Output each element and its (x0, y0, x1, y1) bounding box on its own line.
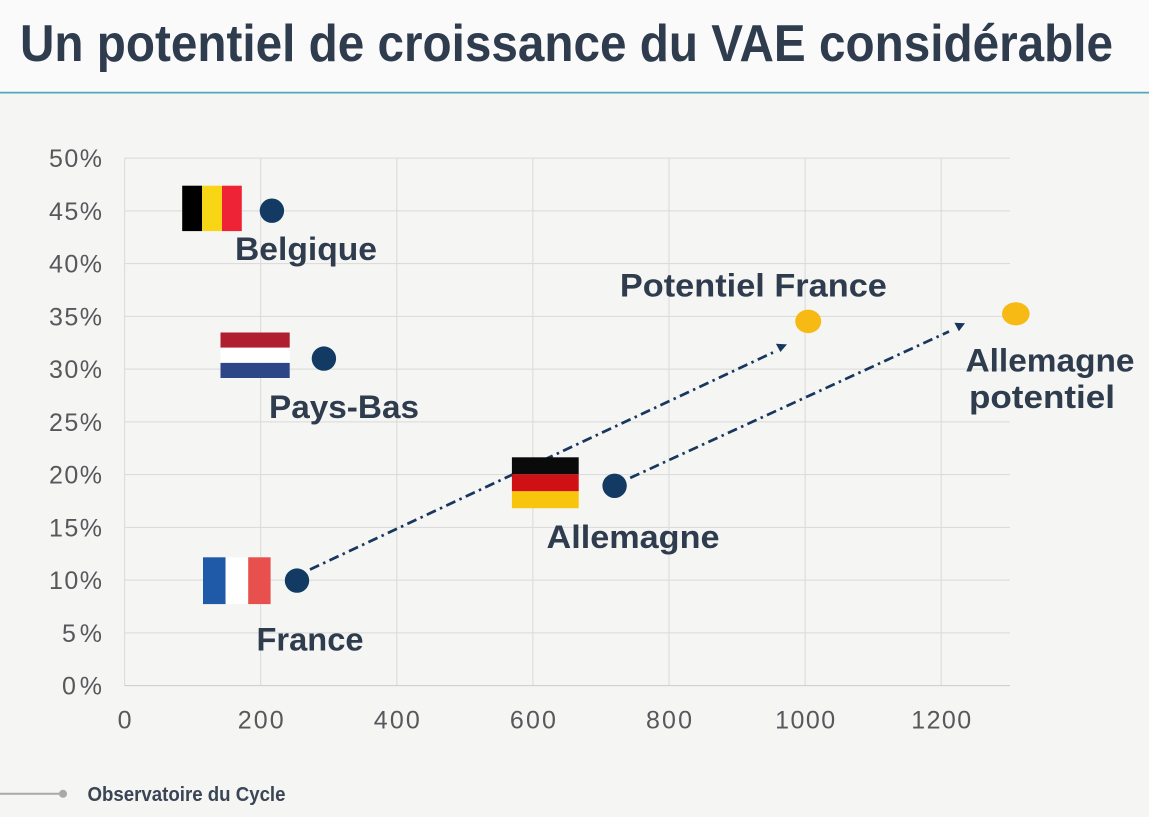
svg-text:Allemagne: Allemagne (547, 519, 720, 555)
svg-text:600: 600 (510, 707, 556, 735)
svg-text:25%: 25% (49, 409, 102, 437)
svg-text:30%: 30% (49, 356, 102, 384)
svg-text:800: 800 (646, 707, 692, 735)
svg-text:200: 200 (238, 707, 284, 735)
svg-text:Allemagne: Allemagne (966, 343, 1135, 379)
svg-text:10%: 10% (49, 567, 102, 595)
svg-text:5%: 5% (62, 620, 102, 648)
svg-text:France: France (257, 622, 364, 658)
svg-text:Belgique: Belgique (235, 231, 377, 267)
svg-text:potentiel: potentiel (969, 379, 1115, 415)
svg-text:15%: 15% (49, 514, 102, 542)
svg-text:0: 0 (118, 707, 132, 735)
svg-text:50%: 50% (49, 145, 102, 173)
svg-text:20%: 20% (49, 462, 102, 490)
svg-text:45%: 45% (49, 198, 102, 226)
svg-text:0%: 0% (62, 673, 102, 701)
svg-text:400: 400 (374, 707, 420, 735)
svg-text:1000: 1000 (775, 707, 835, 735)
svg-text:35%: 35% (49, 303, 102, 331)
svg-text:40%: 40% (49, 251, 102, 279)
svg-text:Un potentiel de croissance du: Un potentiel de croissance du VAE consid… (20, 15, 1113, 73)
svg-text:1200: 1200 (911, 707, 971, 735)
svg-text:Potentiel France: Potentiel France (620, 268, 887, 304)
svg-text:Observatoire du Cycle: Observatoire du Cycle (88, 784, 286, 806)
svg-text:Pays-Bas: Pays-Bas (269, 389, 419, 425)
